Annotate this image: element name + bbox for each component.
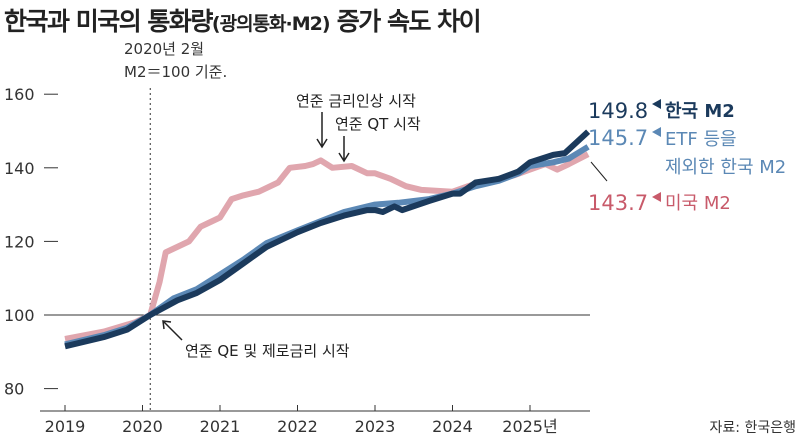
source-note: 자료: 한국은행 [710,420,796,436]
arrow-up-left-icon [162,320,183,341]
arrow-down-icon [316,112,328,149]
legend-label-etf-line2: 제외한 한국 M2 [665,157,786,178]
legend-label-korea: 한국 M2 [665,101,735,122]
x-tick-label: 2020 [122,417,163,436]
legend-label-us: 미국 M2 [665,193,731,214]
x-tick-label: 2021 [200,417,241,436]
series-line-korea [64,129,591,350]
base-note-line1: 2020년 2월 [124,40,204,58]
y-tick-label: 120 [4,232,35,251]
annotation-qt: 연준 QT 시작 [335,115,421,133]
x-tick-label: 2024 [432,417,473,436]
arrow-down-icon [338,136,350,163]
series-line-us [64,151,590,342]
base-note-line2: M2＝100 기준. [124,63,227,81]
x-tick-label: 2019 [45,417,86,436]
title-sub: (광의통화·M2) [211,13,331,35]
chart-title: 한국과 미국의 통화량(광의통화·M2) 증가 속도 차이 [4,2,482,38]
legend-label-etf-line1: ETF 등을 [665,129,737,150]
triangle-left-icon [652,192,661,202]
y-tick-label: 140 [4,159,35,178]
x-tick-label: 2022 [277,417,318,436]
leader-line-us [590,161,608,182]
triangle-left-icon [652,99,661,109]
title-tail: 증가 속도 차이 [329,7,482,36]
title-main: 한국과 미국의 통화량 [4,7,213,36]
value-label-etf: 145.7 [588,126,648,150]
y-tick-label: 160 [4,85,35,104]
x-tick-label: 2025년 [502,417,557,436]
triangle-left-icon [652,127,661,137]
value-label-korea: 149.8 [588,99,648,123]
value-label-us: 143.7 [588,191,648,215]
annotation-rate-hike: 연준 금리인상 시작 [296,92,416,110]
x-tick-label: 2023 [355,417,396,436]
y-tick-label: 80 [4,380,24,399]
annotation-qe: 연준 QE 및 제로금리 시작 [185,342,350,360]
y-tick-label: 100 [4,306,35,325]
